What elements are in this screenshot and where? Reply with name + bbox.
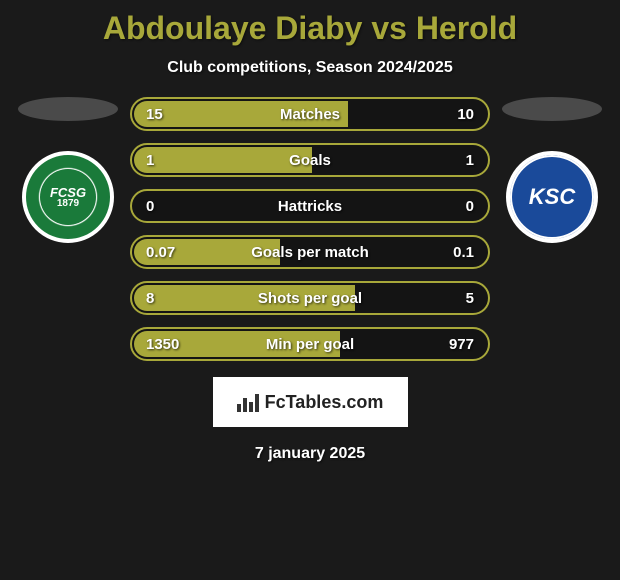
page-title: Abdoulaye Diaby vs Herold [103,10,517,47]
stat-row: 1350 Min per goal 977 [130,327,490,361]
badge-left-line2: 1879 [57,199,79,209]
badge-right-text: KSC [529,184,575,210]
stat-row: 1 Goals 1 [130,143,490,177]
stat-value-left: 1350 [146,336,179,353]
stat-label: Matches [280,106,340,123]
right-player-col: KSC [502,97,602,243]
stat-row: 8 Shots per goal 5 [130,281,490,315]
stat-value-right: 977 [449,336,474,353]
stat-value-right: 5 [466,290,474,307]
stat-value-left: 15 [146,106,163,123]
player-avatar-right [502,97,602,121]
left-player-col: FCSG 1879 [18,97,118,243]
stat-label: Goals per match [251,244,369,261]
club-badge-right: KSC [506,151,598,243]
stat-fill [134,147,312,173]
player-avatar-left [18,97,118,121]
stat-label: Min per goal [266,336,354,353]
content-row: FCSG 1879 15Matches101Goals10Hattricks00… [0,97,620,361]
stat-value-left: 1 [146,152,154,169]
chart-icon [237,392,259,412]
date-text: 7 january 2025 [255,445,365,463]
watermark-box: FcTables.com [213,377,408,427]
stat-row: 0.07 Goals per match 0.1 [130,235,490,269]
stats-column: 15Matches101Goals10Hattricks00.07Goals p… [130,97,490,361]
stat-value-left: 0.07 [146,244,175,261]
stat-value-right: 0.1 [453,244,474,261]
stat-value-left: 0 [146,198,154,215]
watermark-text: FcTables.com [265,392,384,413]
stat-label: Hattricks [278,198,342,215]
stat-label: Shots per goal [258,290,362,307]
club-badge-left-inner: FCSG 1879 [40,169,96,225]
stat-value-right: 0 [466,198,474,215]
stat-value-right: 10 [457,106,474,123]
stat-value-left: 8 [146,290,154,307]
subtitle: Club competitions, Season 2024/2025 [167,59,452,77]
stat-row: 15 Matches 10 [130,97,490,131]
stat-row: 0 Hattricks 0 [130,189,490,223]
stat-label: Goals [289,152,331,169]
badge-left-line1: FCSG [50,186,86,199]
club-badge-left: FCSG 1879 [22,151,114,243]
stat-value-right: 1 [466,152,474,169]
comparison-container: Abdoulaye Diaby vs Herold Club competiti… [0,0,620,463]
